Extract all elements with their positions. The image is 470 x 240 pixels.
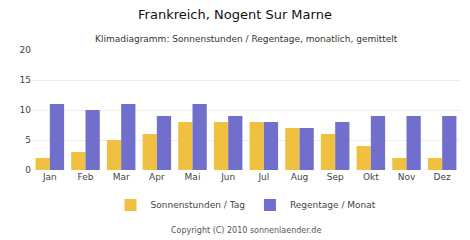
svg-text:Sep: Sep [327,172,344,182]
svg-text:Feb: Feb [78,172,94,182]
svg-text:Frankreich, Nogent Sur Marne: Frankreich, Nogent Sur Marne [138,7,332,22]
svg-text:Klimadiagramm: Sonnenstunden /: Klimadiagramm: Sonnenstunden / Regentage… [95,34,398,44]
svg-text:Regentage / Monat: Regentage / Monat [290,200,376,210]
svg-text:Mar: Mar [113,172,130,182]
svg-text:Sonnenstunden / Tag: Sonnenstunden / Tag [151,200,245,210]
svg-text:Dez: Dez [434,172,451,182]
svg-text:Aug: Aug [291,172,309,182]
svg-text:20: 20 [20,45,32,55]
svg-text:Mai: Mai [185,172,201,182]
svg-text:Jul: Jul [257,172,269,182]
svg-text:Apr: Apr [149,172,165,182]
svg-text:5: 5 [25,135,31,145]
svg-text:Copyright (C) 2010 sonnenlaend: Copyright (C) 2010 sonnenlaender.de [171,226,321,235]
svg-text:Jan: Jan [42,172,57,182]
svg-text:0: 0 [25,165,31,175]
svg-text:15: 15 [20,75,31,85]
svg-text:10: 10 [20,105,32,115]
svg-text:Jun: Jun [220,172,235,182]
svg-text:Nov: Nov [398,172,416,182]
svg-text:Okt: Okt [363,172,379,182]
